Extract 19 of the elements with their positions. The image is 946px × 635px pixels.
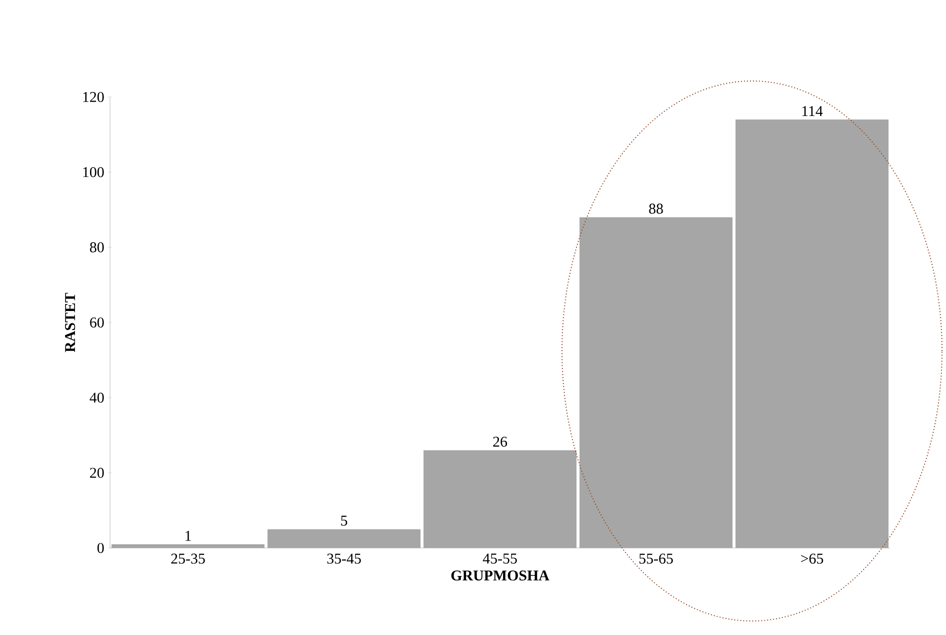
y-tick-label: 100 [83, 167, 104, 178]
x-axis-title: GRUPMOSHA [451, 570, 550, 581]
data-label: 5 [341, 516, 348, 526]
y-tick-label: 40 [90, 392, 104, 403]
x-tick-label: 55-65 [639, 554, 673, 564]
x-tick-label: 35-45 [327, 554, 361, 564]
y-tick-label: 0 [97, 542, 104, 554]
x-tick-label: >65 [801, 554, 824, 564]
y-tick-label: 80 [90, 242, 104, 252]
data-label: 114 [802, 106, 823, 116]
x-tick-label: 25-35 [171, 554, 205, 564]
x-tick-label: 45-55 [482, 554, 517, 564]
y-axis-title: RASTET [65, 292, 76, 352]
data-label: 26 [493, 436, 508, 447]
y-tick-label: 60 [90, 317, 104, 328]
data-label: 1 [186, 530, 191, 541]
y-tick-label: 120 [83, 92, 104, 102]
y-tick-label: 20 [90, 468, 104, 478]
data-label: 88 [649, 204, 663, 214]
